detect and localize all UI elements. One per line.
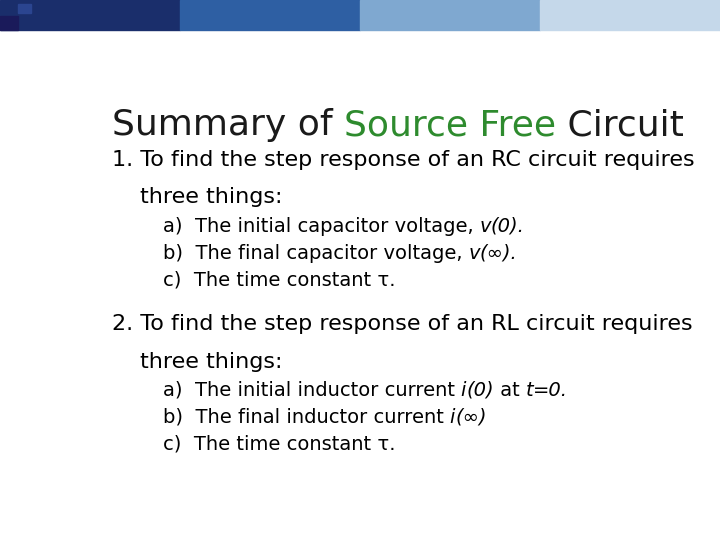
Text: v: v <box>468 244 480 262</box>
Text: (0): (0) <box>466 381 494 400</box>
Text: at: at <box>494 381 526 400</box>
Text: i: i <box>450 408 455 427</box>
Text: Source Free: Source Free <box>344 109 557 143</box>
Text: three things:: three things: <box>140 352 283 372</box>
Text: i: i <box>461 381 466 400</box>
Text: a)  The initial capacitor voltage,: a) The initial capacitor voltage, <box>163 217 480 235</box>
Text: 2. To find the step response of an RL circuit requires: 2. To find the step response of an RL ci… <box>112 314 693 334</box>
Text: c)  The time constant τ.: c) The time constant τ. <box>163 435 395 454</box>
Text: =0.: =0. <box>534 381 568 400</box>
Text: b)  The final inductor current: b) The final inductor current <box>163 408 450 427</box>
Text: t: t <box>526 381 534 400</box>
Text: (∞): (∞) <box>455 408 487 427</box>
Text: (0).: (0). <box>491 217 525 235</box>
Text: Summary of: Summary of <box>112 109 344 143</box>
Text: b)  The final capacitor voltage,: b) The final capacitor voltage, <box>163 244 468 262</box>
Text: a)  The initial inductor current: a) The initial inductor current <box>163 381 461 400</box>
Text: v: v <box>480 217 491 235</box>
Text: three things:: three things: <box>140 187 283 207</box>
Text: (∞).: (∞). <box>480 244 518 262</box>
Text: Circuit: Circuit <box>557 109 684 143</box>
Text: c)  The time constant τ.: c) The time constant τ. <box>163 271 395 289</box>
Text: 1. To find the step response of an RC circuit requires: 1. To find the step response of an RC ci… <box>112 150 695 170</box>
